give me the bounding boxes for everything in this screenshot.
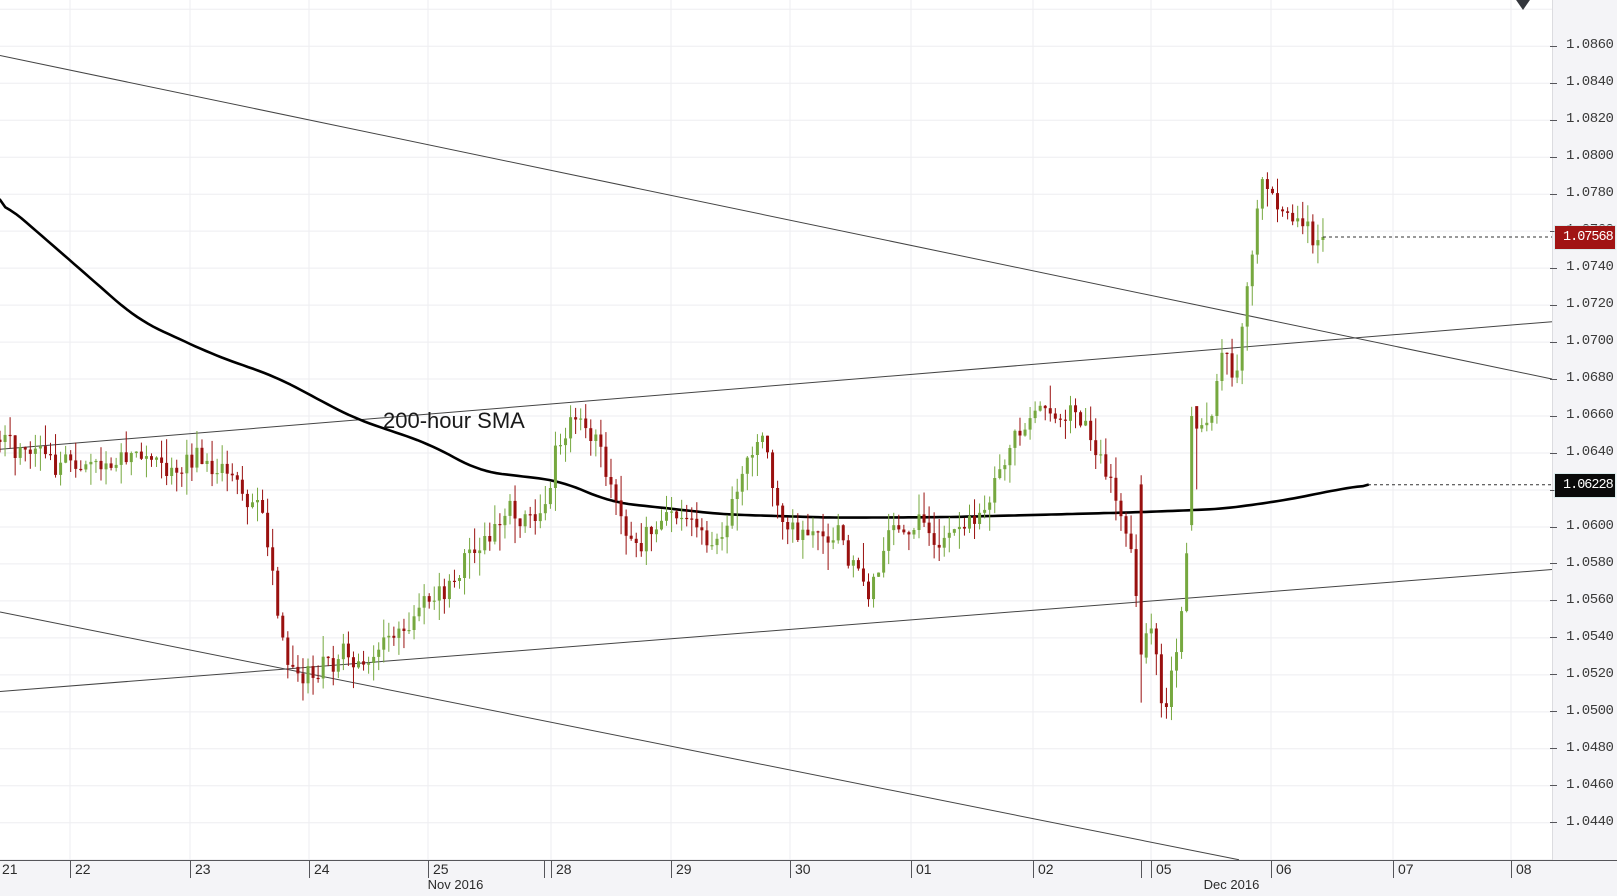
svg-text:200-hour SMA: 200-hour SMA (383, 408, 525, 433)
